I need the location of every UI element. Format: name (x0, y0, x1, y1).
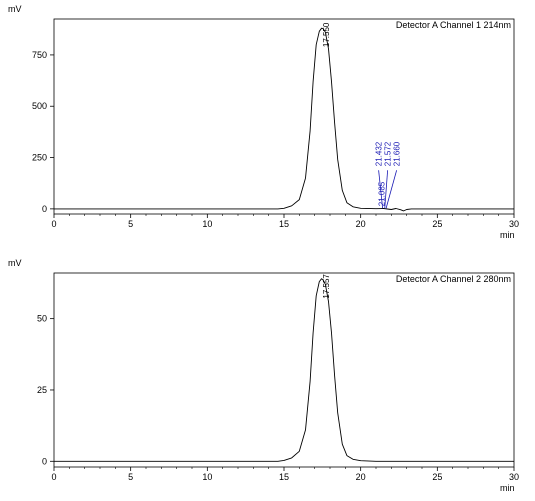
peak-label: 21.085 (377, 181, 386, 206)
x-tick-label: 15 (279, 472, 289, 482)
detector-label: Detector A Channel 1 214nm (396, 20, 511, 30)
x-tick-label: 15 (279, 219, 289, 229)
x-tick-label: 20 (356, 472, 366, 482)
x-tick-label: 25 (432, 219, 442, 229)
x-tick-label: 30 (509, 472, 519, 482)
y-tick-label: 0 (42, 456, 47, 466)
plot-frame (53, 272, 515, 468)
x-tick-label: 5 (128, 219, 133, 229)
detector-label: Detector A Channel 2 280nm (396, 274, 511, 284)
x-tick-label: 0 (51, 472, 56, 482)
plot-frame (53, 18, 515, 215)
chromatogram-trace (54, 27, 514, 212)
x-tick-label: 0 (51, 219, 56, 229)
x-tick-label: 10 (202, 472, 212, 482)
y-tick-label: 500 (32, 101, 47, 111)
x-axis-label: min (500, 483, 515, 493)
peak-label: 21.660 (393, 141, 402, 166)
peak-label: 17.550 (322, 22, 331, 47)
y-tick-label: 50 (37, 314, 47, 324)
x-tick-label: 10 (202, 219, 212, 229)
y-axis-label: mV (8, 258, 22, 268)
x-axis-label: min (500, 230, 515, 240)
peak-marker-line (384, 170, 389, 209)
x-tick-label: 5 (128, 472, 133, 482)
y-tick-label: 250 (32, 153, 47, 163)
x-tick-label: 25 (432, 472, 442, 482)
y-axis-label: mV (8, 4, 22, 14)
peak-label: 17.557 (322, 274, 331, 299)
x-tick-label: 30 (509, 219, 519, 229)
chromatogram-trace (54, 278, 514, 462)
y-tick-label: 25 (37, 385, 47, 395)
y-tick-label: 0 (42, 204, 47, 214)
peak-label: 21.572 (384, 141, 393, 166)
peak-marker-line (378, 170, 384, 209)
y-tick-label: 750 (32, 50, 47, 60)
peak-label: 21.432 (375, 141, 384, 166)
x-tick-label: 20 (356, 219, 366, 229)
peak-marker-line (385, 170, 398, 209)
